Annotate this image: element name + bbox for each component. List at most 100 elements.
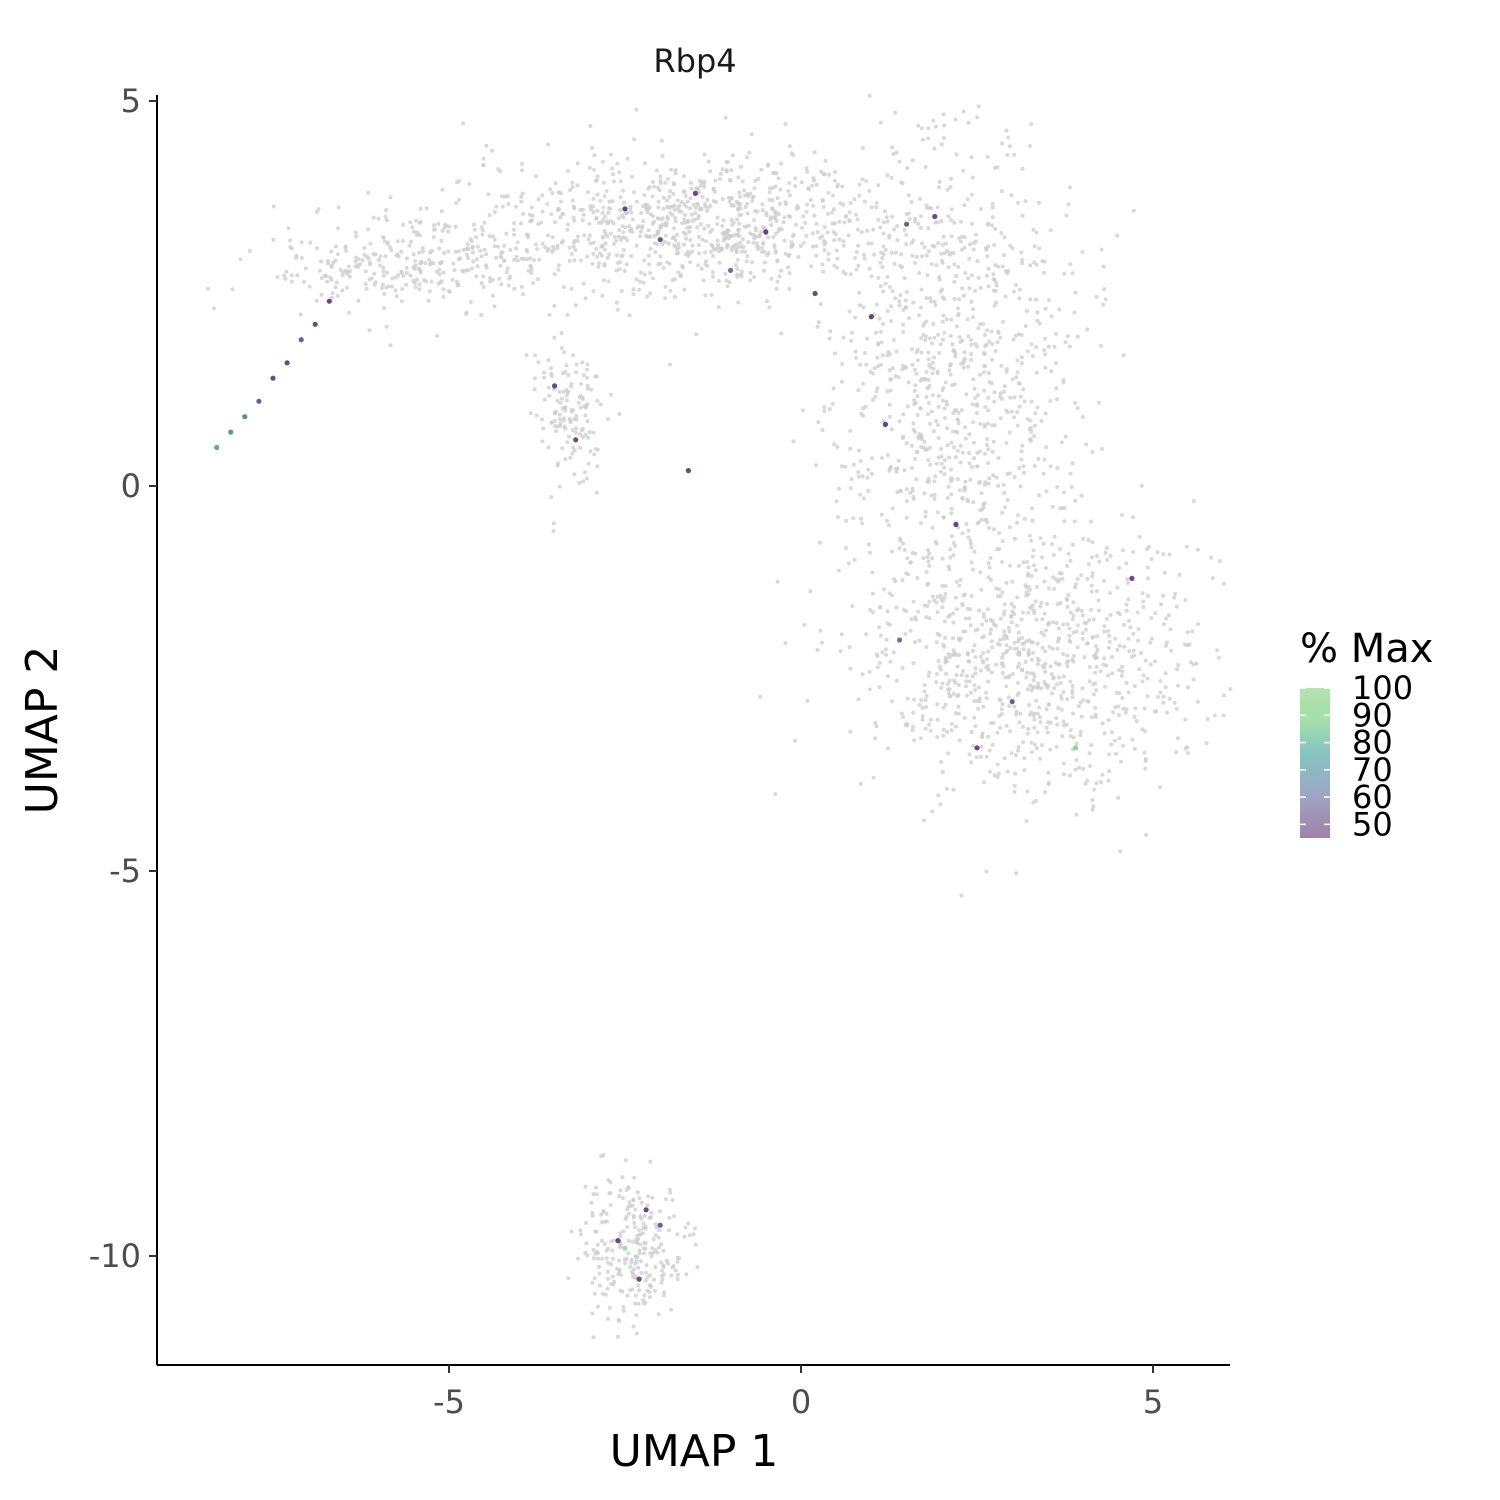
background-cell [862, 256, 867, 261]
background-cell [896, 375, 901, 380]
background-cell [620, 1196, 625, 1200]
background-cell [847, 309, 852, 314]
background-cell [909, 443, 914, 448]
background-cell [605, 255, 610, 260]
background-cell [1168, 627, 1173, 632]
background-cell [663, 233, 668, 238]
background-cell [583, 432, 588, 437]
background-cell [543, 245, 548, 250]
background-cell [1048, 228, 1053, 233]
background-cell [993, 349, 998, 354]
background-cell [1056, 662, 1061, 667]
background-cell [595, 374, 599, 379]
background-cell [658, 181, 663, 186]
background-cell [612, 242, 616, 246]
background-cell [675, 1277, 680, 1282]
background-cell [930, 341, 934, 346]
background-cell [1029, 399, 1034, 404]
background-cell [636, 1301, 641, 1306]
background-cell [808, 589, 813, 594]
background-cell [925, 386, 930, 391]
background-cell [737, 190, 742, 195]
background-cell [457, 197, 461, 202]
background-cell [1166, 613, 1171, 618]
background-cell [1146, 594, 1151, 598]
background-cell [1129, 654, 1134, 659]
background-cell [850, 330, 854, 335]
background-cell [1086, 562, 1091, 567]
background-cell [661, 1293, 666, 1298]
background-cell [734, 249, 739, 254]
background-cell [944, 671, 949, 676]
background-cell [700, 237, 705, 242]
background-cell [908, 628, 913, 633]
background-cell [800, 408, 805, 413]
background-cell [1132, 715, 1137, 719]
background-cell [975, 115, 980, 120]
background-cell [1014, 283, 1018, 287]
background-cell [929, 262, 934, 267]
background-cell [982, 780, 986, 785]
background-cell [1032, 611, 1037, 615]
background-cell [984, 869, 989, 874]
background-cell [675, 1259, 680, 1264]
background-cell [894, 349, 899, 354]
background-cell [1020, 642, 1025, 646]
background-cell [542, 370, 547, 375]
background-cell [699, 266, 704, 271]
background-cell [1075, 406, 1080, 411]
background-cell [946, 751, 951, 756]
background-cell [869, 241, 874, 246]
background-cell [944, 786, 949, 791]
background-cell [954, 673, 959, 678]
background-cell [981, 505, 986, 510]
background-cell [874, 724, 879, 729]
background-cell [910, 362, 915, 367]
background-cell [970, 402, 975, 407]
background-cell [1019, 250, 1024, 255]
background-cell [1023, 324, 1028, 328]
background-cell [631, 1271, 636, 1276]
background-cell [778, 187, 783, 192]
background-cell [636, 1283, 641, 1288]
background-cell [750, 198, 755, 203]
background-cell [639, 1200, 644, 1205]
background-cell [1014, 375, 1019, 380]
background-cell [885, 674, 890, 679]
background-cell [946, 265, 951, 270]
background-cell [625, 156, 630, 161]
background-cell [987, 565, 992, 570]
background-cell [761, 268, 766, 273]
background-cell [942, 465, 946, 470]
background-cell [628, 1203, 633, 1208]
background-cell [1144, 547, 1149, 552]
background-cell [583, 470, 587, 475]
background-cell [815, 648, 820, 652]
background-cell [849, 477, 854, 482]
expressing-cell [904, 221, 910, 227]
background-cell [691, 202, 696, 207]
background-cell [665, 198, 669, 203]
background-cell [526, 235, 530, 240]
background-cell [857, 290, 862, 295]
x-axis-title: UMAP 1 [610, 1426, 779, 1477]
background-cell [959, 893, 964, 898]
background-cell [1080, 613, 1085, 618]
background-cell [371, 252, 376, 257]
background-cell [968, 242, 972, 247]
background-cell [1069, 485, 1074, 489]
background-cell [942, 595, 947, 600]
background-cell [595, 192, 600, 197]
background-cell [1016, 200, 1020, 205]
background-cell [674, 251, 679, 256]
background-cell [1194, 661, 1199, 666]
background-cell [660, 1268, 664, 1273]
background-cell [546, 445, 551, 450]
background-cell [1145, 676, 1150, 681]
background-cell [1044, 628, 1048, 633]
background-cell [629, 1257, 634, 1262]
background-cell [575, 183, 580, 188]
background-cell [939, 686, 944, 690]
background-cell [1122, 644, 1127, 649]
background-cell [1054, 386, 1059, 391]
